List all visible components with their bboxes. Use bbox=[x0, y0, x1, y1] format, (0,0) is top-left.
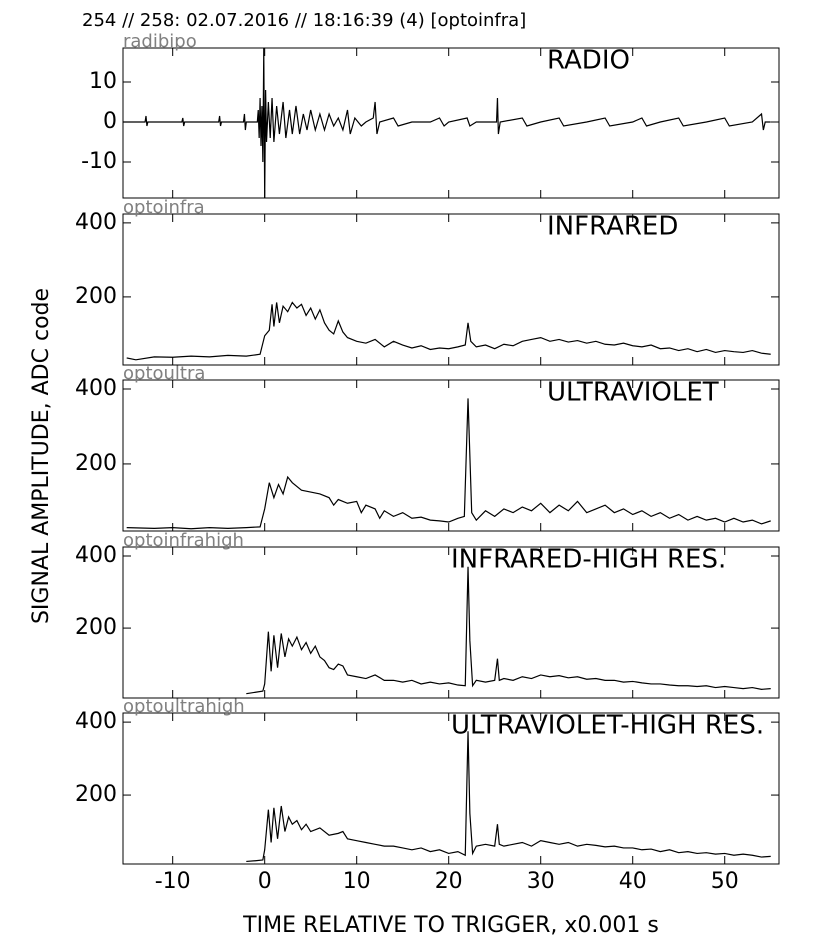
panel-title: ULTRAVIOLET-HIGH RES. bbox=[451, 711, 764, 741]
y-tick-label: -10 bbox=[81, 149, 117, 174]
signal-line bbox=[246, 566, 771, 695]
x-tick-label: 40 bbox=[619, 869, 647, 894]
channel-label: radibipo bbox=[123, 31, 197, 52]
axes-frame bbox=[122, 379, 780, 532]
x-tick-label: 0 bbox=[258, 869, 272, 894]
page-title: 254 // 258: 02.07.2016 // 18:16:39 (4) [… bbox=[82, 10, 526, 31]
channel-label: optoultrahigh bbox=[123, 696, 245, 717]
axes-frame bbox=[122, 47, 780, 199]
panel-title: RADIO bbox=[547, 46, 630, 76]
y-tick-label: 400 bbox=[75, 376, 117, 401]
x-tick-label: -10 bbox=[155, 869, 191, 894]
axes-frame bbox=[122, 213, 780, 366]
axes-frame bbox=[122, 546, 780, 699]
x-axis-label: TIME RELATIVE TO TRIGGER, x0.001 s bbox=[242, 913, 659, 938]
y-tick-label: 0 bbox=[103, 109, 117, 134]
signal-line bbox=[246, 731, 771, 863]
y-tick-label: 200 bbox=[75, 615, 117, 640]
channel-label: optoinfra bbox=[123, 197, 205, 218]
y-axis-label: SIGNAL AMPLITUDE, ADC code bbox=[29, 288, 54, 624]
panel-title: INFRARED-HIGH RES. bbox=[451, 545, 726, 575]
panel-title: ULTRAVIOLET bbox=[547, 378, 719, 408]
y-tick-label: 400 bbox=[75, 709, 117, 734]
panel-title: INFRARED bbox=[547, 212, 678, 242]
x-tick-label: 20 bbox=[435, 869, 463, 894]
signal-line bbox=[123, 48, 771, 198]
channel-label: optoultra bbox=[123, 363, 205, 384]
channel-label: optoinfrahigh bbox=[123, 530, 244, 551]
y-tick-label: 200 bbox=[75, 284, 117, 309]
signal-line bbox=[126, 398, 771, 530]
x-tick-label: 10 bbox=[343, 869, 371, 894]
y-tick-label: 400 bbox=[75, 543, 117, 568]
y-tick-label: 10 bbox=[89, 69, 117, 94]
axes-frame bbox=[122, 712, 780, 865]
y-tick-label: 200 bbox=[75, 782, 117, 807]
x-tick-label: 30 bbox=[527, 869, 555, 894]
x-tick-label: 50 bbox=[711, 869, 739, 894]
y-tick-label: 400 bbox=[75, 210, 117, 235]
y-tick-label: 200 bbox=[75, 451, 117, 476]
signal-line bbox=[126, 301, 771, 361]
